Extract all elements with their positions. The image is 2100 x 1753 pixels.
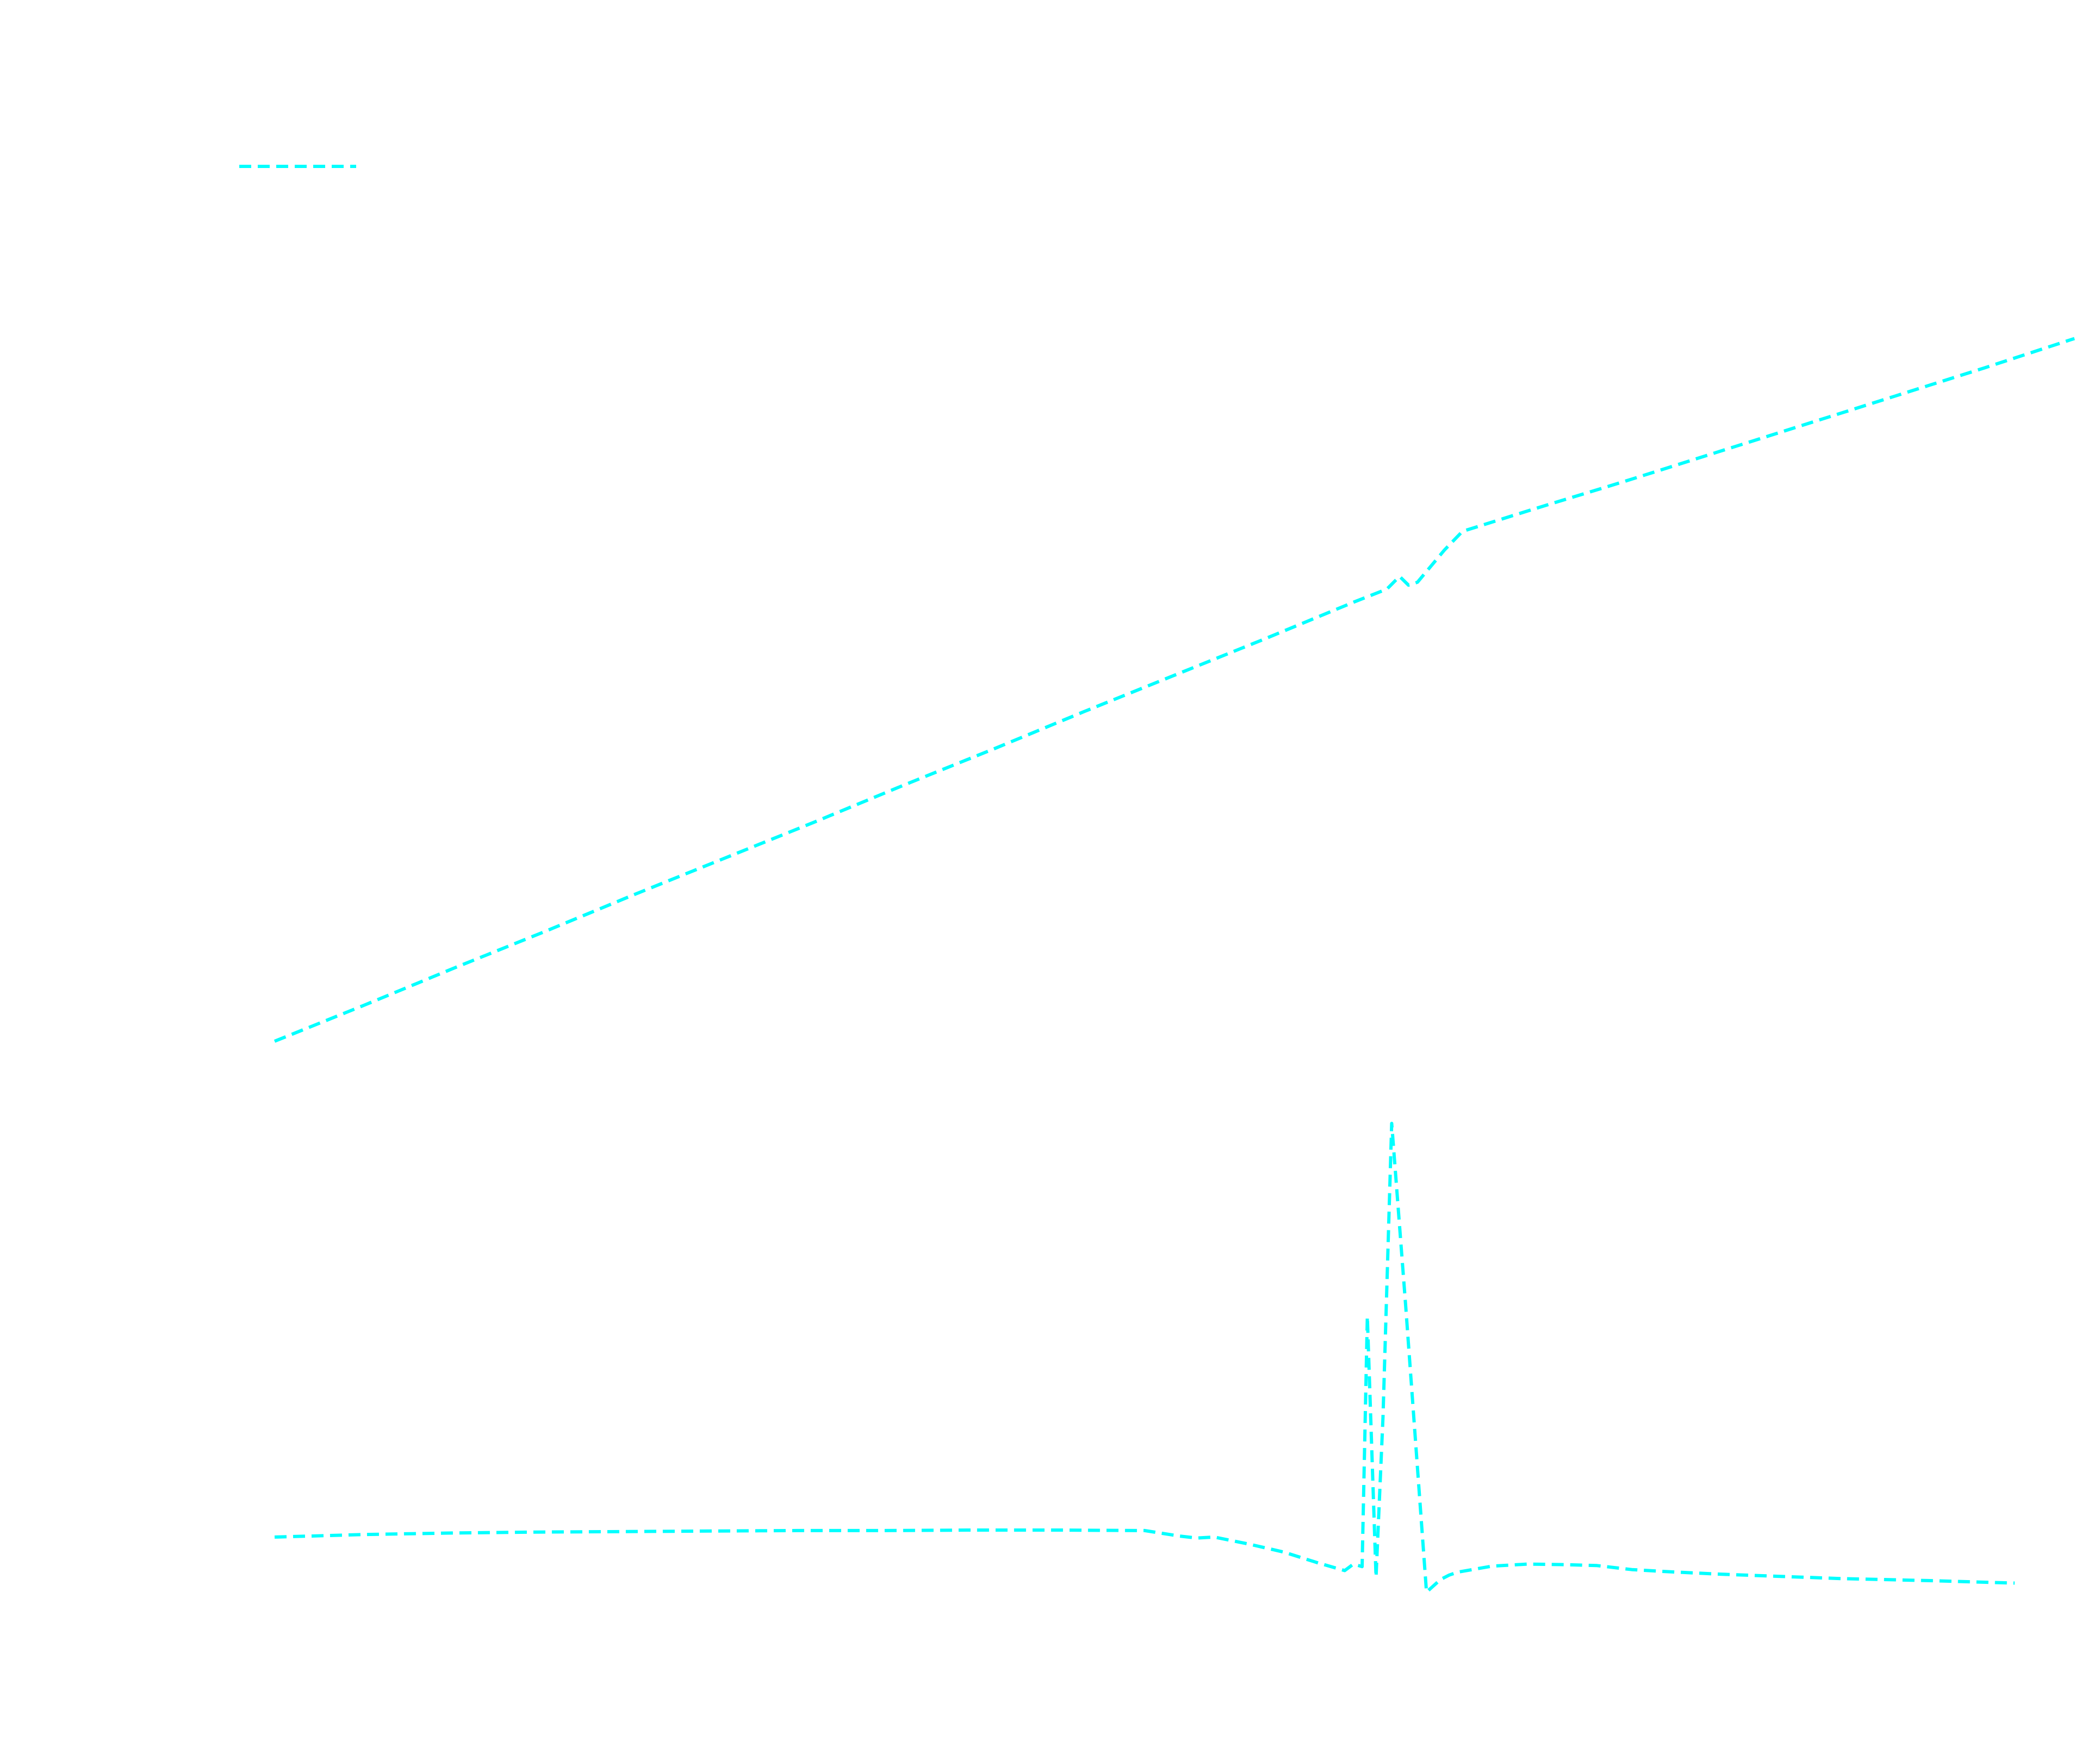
bottom-plot-panel [274, 1122, 2015, 1594]
bottom-series-line-0 [274, 1122, 2015, 1594]
top-series-line-0 [274, 337, 2075, 1043]
top-plot-panel [274, 337, 2075, 1043]
